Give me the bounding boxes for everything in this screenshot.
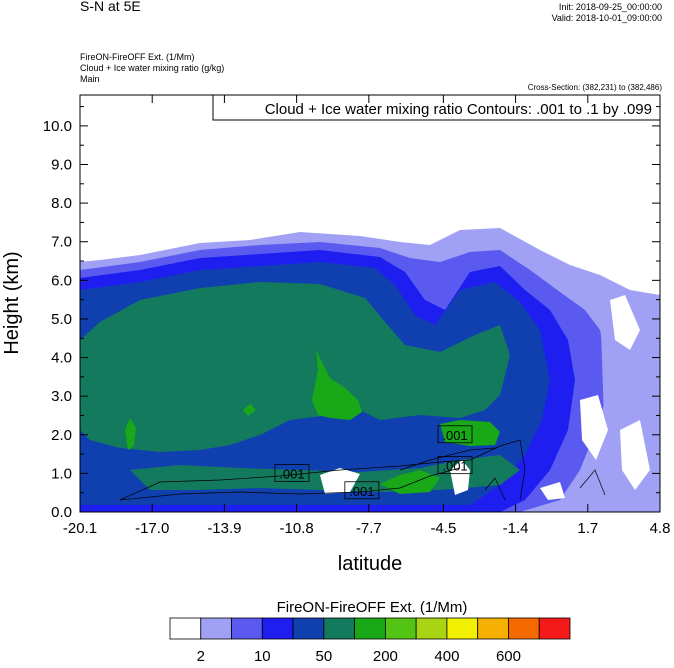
x-axis: -20.1 -17.0 -13.9 -10.8 -7.7 -4.5 -1.4 1.7 4.8 [63,95,671,537]
contour-label: .001 [279,466,304,481]
y-tick-label: 10.0 [43,118,72,135]
filled-contours [80,228,660,512]
field-label-main: Main [80,74,100,84]
contour-title: Cloud + Ice water mixing ratio Contours:… [265,101,652,118]
x-tick-label: -4.5 [430,520,456,537]
chart-title: S-N at 5E [80,0,141,14]
colorbar-label: 600 [496,648,521,665]
y-tick-label: 9.0 [51,157,72,174]
y-tick-label: 0.0 [51,504,72,521]
y-tick-label: 7.0 [51,234,72,251]
field-label-extinction: FireON-FireOFF Ext. (1/Mm) [80,52,195,62]
contour-label: .001 [442,428,467,443]
contour-labels: .001 .001 .001 .001 [274,425,473,500]
valid-time: Valid: 2018-10-01_09:00:00 [551,13,662,23]
colorbar-swatch [508,617,540,640]
colorbar-title: FireON-FireOFF Ext. (1/Mm) [277,599,468,616]
field-label-cloud: Cloud + Ice water mixing ratio (g/kg) [80,63,225,73]
y-axis: 0.0 1.0 2.0 3.0 4.0 5.0 6.0 7.0 8.0 9.0 10.0 [43,106,660,521]
colorbar-swatch [323,617,356,640]
y-axis-label: Height (km) [1,251,23,354]
colorbar-swatch [169,617,202,640]
contour-label-box [437,456,473,475]
contour-label-box [344,481,380,500]
x-tick-label: -10.8 [280,520,314,537]
colorbar-labels: 2 10 50 200 400 600 [197,648,521,665]
x-axis-label: latitude [338,553,403,575]
y-tick-label: 2.0 [51,427,72,444]
colorbar-swatch [231,617,263,640]
contour-title-box [212,94,661,121]
contour-label-box [437,425,473,444]
x-tick-label: -7.7 [356,520,382,537]
x-tick-label: 1.7 [577,520,598,537]
y-tick-label: 1.0 [51,465,72,482]
colorbar-swatch [354,617,386,640]
contour-label-box [274,463,310,482]
colorbar-label: 10 [254,648,271,665]
colorbar-swatch [261,617,294,640]
contour-lines [119,439,606,501]
x-tick-label: -17.0 [135,520,169,537]
fill-right-white [580,295,650,490]
y-tick-label: 3.0 [51,388,72,405]
x-tick-label: -20.1 [63,520,97,537]
y-tick-label: 8.0 [51,195,72,212]
colorbar-swatch [415,617,448,640]
colorbar-label: 200 [373,648,398,665]
x-tick-label: -13.9 [207,520,241,537]
colorbar-swatch [477,617,509,640]
colorbar-label: 400 [434,648,459,665]
colorbar-label: 50 [316,648,333,665]
colorbar-label: 2 [197,648,205,665]
y-tick-label: 4.0 [51,350,72,367]
colorbar-swatch [538,617,571,640]
colorbar-swatch [292,617,325,640]
colorbar-swatch [200,617,232,640]
colorbar-swatch [446,617,479,640]
colorbar [169,617,571,640]
x-tick-label: 4.8 [650,520,671,537]
x-tick-label: -1.4 [503,520,529,537]
init-time: Init: 2018-09-25_00:00:00 [558,2,662,12]
cross-section-label: Cross-Section: (382,231) to (382,486) [527,83,662,92]
y-tick-label: 5.0 [51,311,72,328]
y-tick-label: 6.0 [51,272,72,289]
colorbar-swatch [384,617,417,640]
contour-label: .001 [442,459,467,474]
fill-level-200 [80,282,520,492]
contour-label: .001 [349,484,374,499]
